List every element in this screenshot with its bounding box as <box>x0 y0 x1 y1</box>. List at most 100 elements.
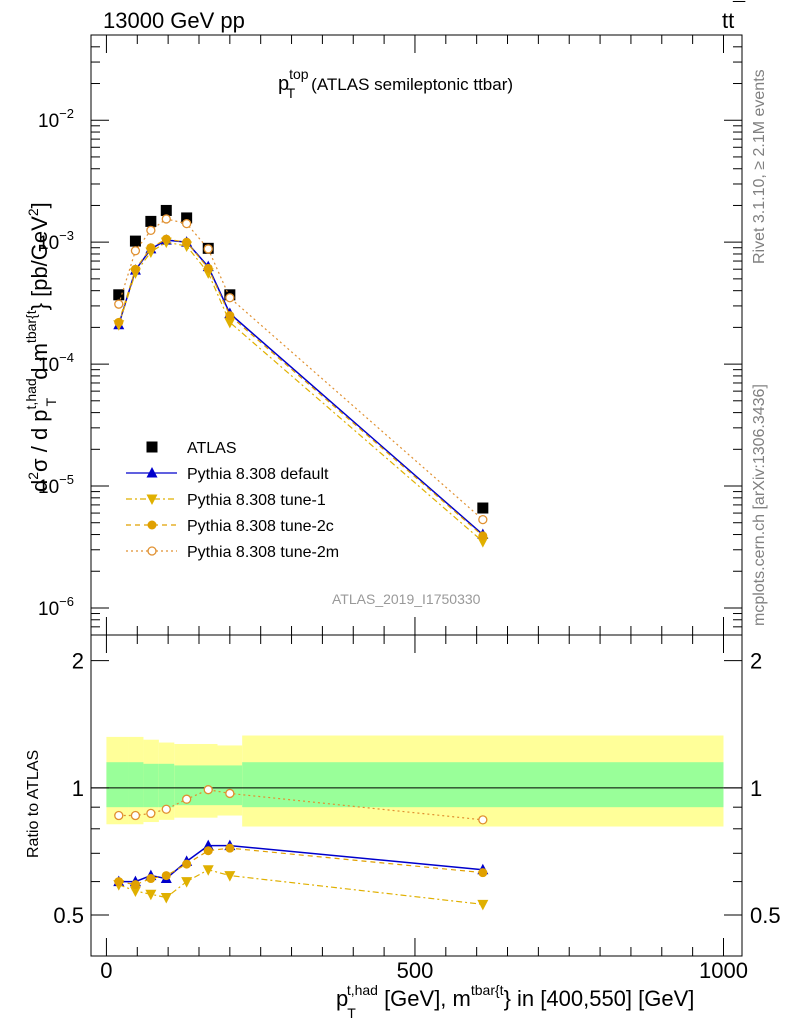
point-tune2c <box>130 264 140 274</box>
uncertainty-band-inner <box>106 762 129 808</box>
ratio-point-tune2c <box>146 874 156 884</box>
ratio-series-default <box>113 839 489 887</box>
series-line-default <box>118 239 484 536</box>
ratio-line-tune1 <box>118 869 483 905</box>
series-line-tune2c <box>118 238 484 537</box>
ratio-point-tune1 <box>160 893 172 904</box>
ratio-point-tune2m <box>478 815 488 825</box>
point-tune2c <box>203 263 213 273</box>
uncertainty-band-inner <box>217 765 243 806</box>
ratio-series-tune1 <box>113 865 489 911</box>
ratio-point-tune1 <box>224 871 236 882</box>
series-tune2m <box>114 214 488 525</box>
ratio-y-tick-label: 2 <box>72 649 84 674</box>
ratio-panel-frame <box>90 634 743 957</box>
ratio-point-tune2c <box>161 871 171 881</box>
legend-marker <box>146 441 158 453</box>
point-tune2c <box>161 234 171 244</box>
point-tune2m <box>161 214 171 224</box>
plot-title: ptop T (ATLAS semileptonic ttbar) <box>278 66 513 101</box>
ratio-y-axis-label: Ratio to ATLAS <box>25 750 42 858</box>
ratio-point-tune2m <box>225 788 235 799</box>
ratio-y-tick-label: 1 <box>750 776 762 801</box>
point-atlas <box>477 502 489 514</box>
ratio-point-tune2m <box>130 810 141 821</box>
point-tune2m <box>478 514 488 525</box>
main-panel: 10−2 10−3 10−4 10−5 10−6 ptop T (ATLAS semilep… <box>23 34 743 636</box>
y-tick-label: 10−6 <box>38 594 74 620</box>
point-tune2m <box>181 218 192 229</box>
ratio-y-tick-label: 0.5 <box>750 903 781 928</box>
ratio-line-default <box>118 844 483 883</box>
ratio-point-tune2m <box>181 794 192 804</box>
legend-label: Pythia 8.308 default <box>187 466 329 483</box>
ratio-point-tune2m <box>161 804 171 814</box>
legend-label: ATLAS <box>187 440 237 457</box>
ratio-point-tune2m <box>146 808 156 819</box>
ratio-point-tune2c <box>130 880 140 890</box>
point-atlas <box>129 235 141 247</box>
legend-entry-tune1: Pythia 8.308 tune-1 <box>126 492 326 509</box>
rivet-version-label: Rivet 3.1.10, ≥ 2.1M events <box>751 69 768 264</box>
ratio-series-tune2m <box>114 785 488 825</box>
point-atlas <box>160 204 172 216</box>
ratio-point-tune2c <box>203 846 213 856</box>
ratio-point-tune1 <box>181 877 193 888</box>
y-tick-label: 10−2 <box>38 106 74 132</box>
uncertainty-band-inner <box>128 762 144 808</box>
point-tune2m <box>203 244 213 254</box>
ratio-point-tune2c <box>478 868 488 878</box>
ratio-point-tune2c <box>182 859 192 869</box>
point-tune2m <box>130 246 141 256</box>
point-tune2c <box>182 237 192 247</box>
ratio-y-tick-label: 2 <box>750 649 762 674</box>
header-process-label: tt <box>722 8 734 33</box>
legend-marker <box>147 546 157 556</box>
x-axis-label: pTt,had [GeV], mtbar{t} in [400,550] [Ge… <box>336 982 694 1021</box>
header-energy-label: 13000 GeV pp <box>103 8 245 33</box>
legend-marker <box>146 467 158 478</box>
legend-entry-tune2c: Pythia 8.308 tune-2c <box>126 518 334 535</box>
mcplots-label: mcplots.cern.ch [arXiv:1306.3436] <box>751 384 768 626</box>
analysis-id-label: ATLAS_2019_I1750330 <box>332 591 481 607</box>
point-atlas <box>145 215 157 227</box>
ratio-series-tune2c <box>114 843 488 890</box>
ratio-y-tick-label: 1 <box>72 776 84 801</box>
x-tick-label: 500 <box>397 958 434 983</box>
header-process-bar: ¯ <box>732 0 746 23</box>
main-y-axis-label: d2σ / d pt,had Td mtbar{t} [pb/GeV2] <box>23 202 59 492</box>
x-tick-label: 1000 <box>699 958 748 983</box>
point-tune1 <box>477 537 489 548</box>
legend-entry-tune2m: Pythia 8.308 tune-2m <box>126 544 339 561</box>
ratio-point-tune2c <box>114 877 124 887</box>
ratio-point-tune2c <box>225 843 235 853</box>
ratio-point-tune1 <box>145 889 157 901</box>
ratio-panel: 2 2 1 1 0.5 0.5 Ratio to ATLAS <box>25 634 781 957</box>
legend-marker <box>146 494 158 505</box>
point-atlas <box>113 289 125 301</box>
ratio-point-tune1 <box>202 865 214 876</box>
point-tune2c <box>146 243 156 253</box>
ratio-point-tune1 <box>129 886 141 898</box>
point-tune2m <box>114 299 124 309</box>
ratio-point-tune2m <box>203 785 213 795</box>
series-tune2c <box>114 234 488 541</box>
legend-marker <box>147 520 157 530</box>
x-tick-label: 0 <box>100 958 112 983</box>
legend-label: Pythia 8.308 tune-2c <box>187 518 334 535</box>
legend-label: Pythia 8.308 tune-2m <box>187 544 339 561</box>
legend-entry-default: Pythia 8.308 default <box>126 466 329 483</box>
uncertainty-band-inner <box>158 763 175 808</box>
ratio-point-tune1 <box>477 899 489 911</box>
uncertainty-band-inner <box>143 763 159 808</box>
legend-label: Pythia 8.308 tune-1 <box>187 492 326 509</box>
point-tune2c <box>225 311 235 321</box>
point-atlas <box>181 212 193 224</box>
ratio-y-tick-label: 0.5 <box>53 903 84 928</box>
uncertainty-band-inner <box>242 762 724 808</box>
ratio-point-tune2m <box>114 810 124 821</box>
legend-entry-atlas: ATLAS <box>146 440 237 457</box>
point-tune1 <box>224 317 236 329</box>
y-tick-label: 10−5 <box>38 472 74 498</box>
